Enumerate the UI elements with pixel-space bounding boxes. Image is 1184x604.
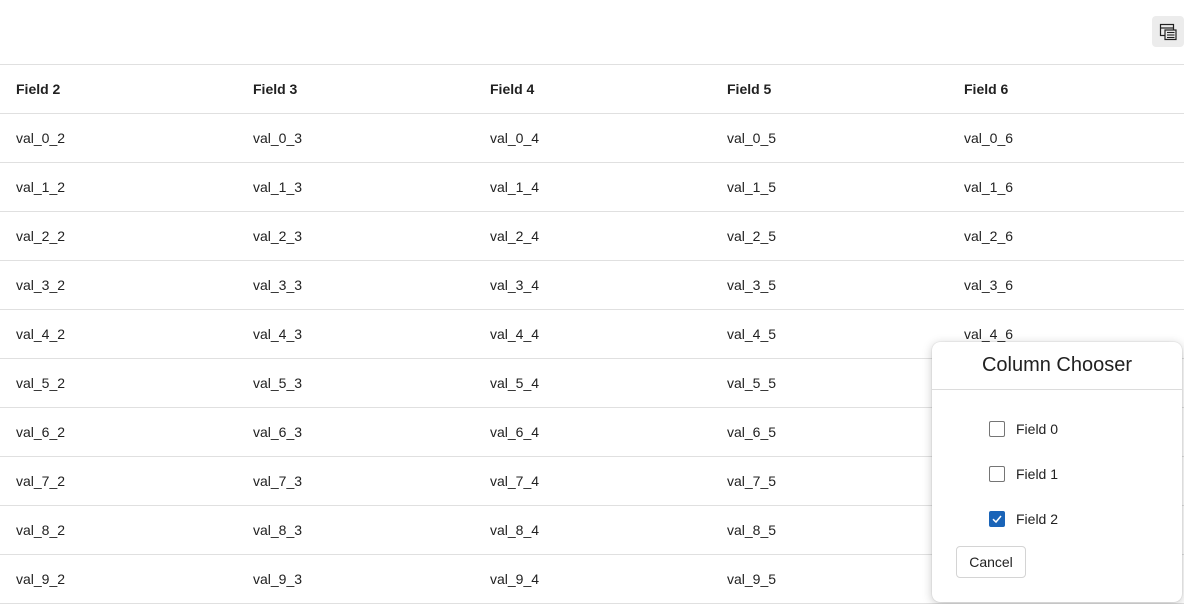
column-header-field-5[interactable]: Field 5 xyxy=(727,81,772,97)
column-header-field-3[interactable]: Field 3 xyxy=(253,81,298,97)
table-cell[interactable]: val_7_4 xyxy=(490,473,540,489)
table-cell[interactable]: val_9_2 xyxy=(16,571,66,587)
table-row[interactable]: val_6_2 val_6_3 val_6_4 val_6_5 xyxy=(0,408,1184,457)
column-option-label: Field 0 xyxy=(1016,421,1059,437)
grid-header-row: Field 2 Field 3 Field 4 Field 5 Field 6 xyxy=(0,65,1184,114)
table-row[interactable]: val_5_2 val_5_3 val_5_4 val_5_5 xyxy=(0,359,1184,408)
table-cell[interactable]: val_2_2 xyxy=(16,228,66,244)
table-cell[interactable]: val_0_4 xyxy=(490,130,540,146)
table-cell[interactable]: val_9_3 xyxy=(253,571,303,587)
table-cell[interactable]: val_1_4 xyxy=(490,179,540,195)
table-cell[interactable]: val_0_6 xyxy=(964,130,1014,146)
column-chooser-dialog: Column Chooser Field 0 Field 1 Field 2 C… xyxy=(932,342,1182,602)
table-cell[interactable]: val_4_3 xyxy=(253,326,303,342)
field-1-checkbox[interactable] xyxy=(989,466,1005,482)
column-header-field-2[interactable]: Field 2 xyxy=(16,81,61,97)
table-cell[interactable]: val_3_6 xyxy=(964,277,1014,293)
column-option-label: Field 1 xyxy=(1016,466,1059,482)
table-row[interactable]: val_8_2 val_8_3 val_8_4 val_8_5 xyxy=(0,506,1184,555)
table-cell[interactable]: val_3_3 xyxy=(253,277,303,293)
table-cell[interactable]: val_4_4 xyxy=(490,326,540,342)
table-cell[interactable]: val_8_3 xyxy=(253,522,303,538)
table-cell[interactable]: val_9_4 xyxy=(490,571,540,587)
column-chooser-icon xyxy=(1159,23,1177,40)
table-cell[interactable]: val_4_2 xyxy=(16,326,66,342)
table-cell[interactable]: val_6_3 xyxy=(253,424,303,440)
cancel-button[interactable]: Cancel xyxy=(956,546,1026,578)
column-option-field-0[interactable]: Field 0 xyxy=(989,419,1058,439)
table-cell[interactable]: val_1_3 xyxy=(253,179,303,195)
table-cell[interactable]: val_2_3 xyxy=(253,228,303,244)
column-option-field-2[interactable]: Field 2 xyxy=(989,509,1058,529)
table-cell[interactable]: val_6_5 xyxy=(727,424,777,440)
table-cell[interactable]: val_8_4 xyxy=(490,522,540,538)
table-row[interactable]: val_4_2 val_4_3 val_4_4 val_4_5 val_4_6 xyxy=(0,310,1184,359)
table-cell[interactable]: val_1_5 xyxy=(727,179,777,195)
table-cell[interactable]: val_5_3 xyxy=(253,375,303,391)
column-header-field-6[interactable]: Field 6 xyxy=(964,81,1009,97)
table-cell[interactable]: val_5_4 xyxy=(490,375,540,391)
table-cell[interactable]: val_5_2 xyxy=(16,375,66,391)
column-option-field-1[interactable]: Field 1 xyxy=(989,464,1058,484)
column-chooser-title: Column Chooser xyxy=(932,342,1182,390)
table-cell[interactable]: val_8_5 xyxy=(727,522,777,538)
table-cell[interactable]: val_7_3 xyxy=(253,473,303,489)
table-cell[interactable]: val_4_5 xyxy=(727,326,777,342)
column-chooser-button[interactable] xyxy=(1152,16,1184,47)
grid-toolbar xyxy=(0,0,1184,64)
table-row[interactable]: val_0_2 val_0_3 val_0_4 val_0_5 val_0_6 xyxy=(0,114,1184,163)
column-option-label: Field 2 xyxy=(1016,511,1059,527)
table-cell[interactable]: val_2_4 xyxy=(490,228,540,244)
table-cell[interactable]: val_0_3 xyxy=(253,130,303,146)
table-cell[interactable]: val_0_5 xyxy=(727,130,777,146)
table-cell[interactable]: val_1_2 xyxy=(16,179,66,195)
column-header-field-4[interactable]: Field 4 xyxy=(490,81,535,97)
table-cell[interactable]: val_3_4 xyxy=(490,277,540,293)
table-cell[interactable]: val_8_2 xyxy=(16,522,66,538)
table-cell[interactable]: val_5_5 xyxy=(727,375,777,391)
table-cell[interactable]: val_7_5 xyxy=(727,473,777,489)
table-cell[interactable]: val_0_2 xyxy=(16,130,66,146)
table-cell[interactable]: val_3_5 xyxy=(727,277,777,293)
table-cell[interactable]: val_4_6 xyxy=(964,326,1014,342)
field-2-checkbox[interactable] xyxy=(989,511,1005,527)
table-cell[interactable]: val_1_6 xyxy=(964,179,1014,195)
table-row[interactable]: val_3_2 val_3_3 val_3_4 val_3_5 val_3_6 xyxy=(0,261,1184,310)
field-0-checkbox[interactable] xyxy=(989,421,1005,437)
table-cell[interactable]: val_6_2 xyxy=(16,424,66,440)
table-cell[interactable]: val_9_5 xyxy=(727,571,777,587)
table-cell[interactable]: val_3_2 xyxy=(16,277,66,293)
table-cell[interactable]: val_6_4 xyxy=(490,424,540,440)
table-row[interactable]: val_7_2 val_7_3 val_7_4 val_7_5 xyxy=(0,457,1184,506)
table-row[interactable]: val_1_2 val_1_3 val_1_4 val_1_5 val_1_6 xyxy=(0,163,1184,212)
checkmark-icon xyxy=(992,515,1002,524)
table-cell[interactable]: val_7_2 xyxy=(16,473,66,489)
table-row[interactable]: val_2_2 val_2_3 val_2_4 val_2_5 val_2_6 xyxy=(0,212,1184,261)
table-cell[interactable]: val_2_5 xyxy=(727,228,777,244)
table-cell[interactable]: val_2_6 xyxy=(964,228,1014,244)
